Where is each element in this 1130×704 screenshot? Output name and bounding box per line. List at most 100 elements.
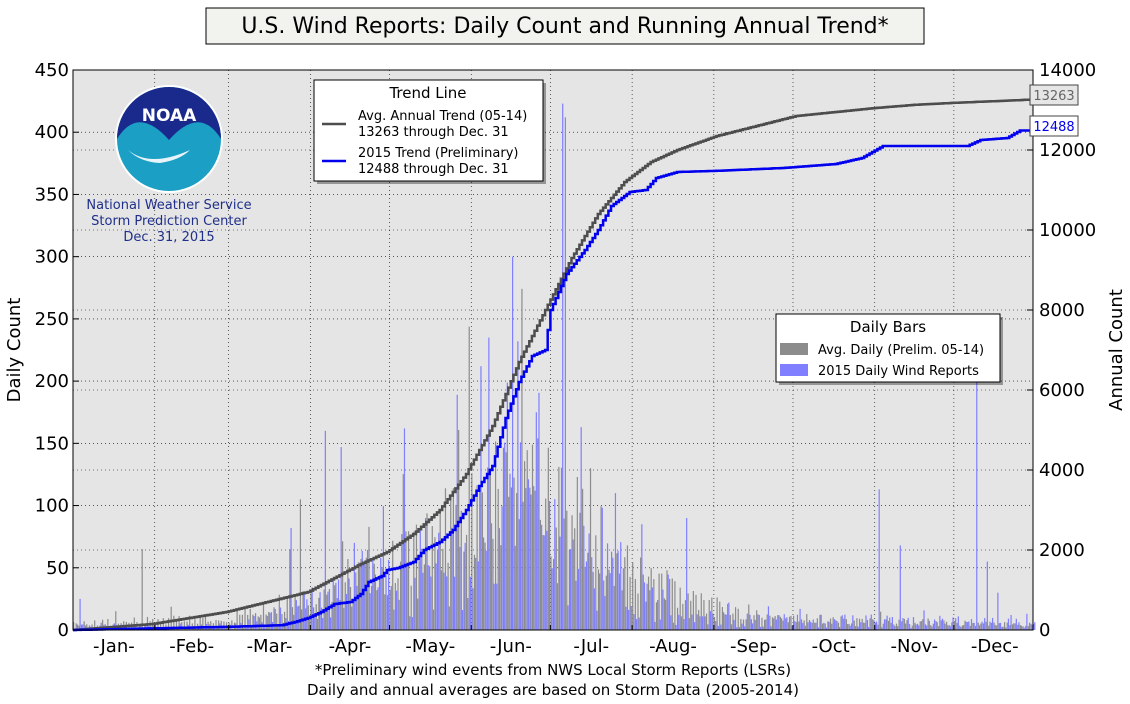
daily-bar — [518, 519, 520, 630]
daily-bar — [476, 485, 478, 630]
plot-frame — [72, 69, 1034, 631]
daily-bar — [932, 623, 934, 630]
daily-bar — [655, 602, 658, 630]
daily-bar — [642, 574, 644, 630]
x-tick-label: -Aug- — [649, 636, 697, 657]
daily-bar — [998, 623, 1000, 630]
daily-bar — [783, 614, 785, 630]
daily-bar — [762, 626, 764, 630]
daily-bar — [568, 550, 571, 630]
daily-bar — [250, 626, 253, 630]
daily-bar — [725, 614, 727, 630]
daily-bar — [683, 618, 685, 630]
daily-bar — [761, 617, 763, 630]
daily-bar — [1026, 613, 1028, 630]
daily-bar — [928, 620, 930, 630]
daily-bar — [461, 610, 464, 630]
daily-bar — [775, 619, 777, 630]
daily-bar — [509, 473, 511, 630]
daily-bar — [773, 618, 775, 630]
daily-bar — [517, 341, 519, 630]
daily-bar — [996, 625, 998, 630]
daily-bar — [447, 562, 449, 630]
daily-bar — [711, 597, 713, 630]
daily-bar — [734, 607, 737, 630]
daily-bar — [911, 625, 913, 630]
daily-bar — [621, 590, 623, 630]
daily-bar — [327, 591, 329, 630]
daily-bar — [890, 622, 892, 630]
daily-bar — [563, 518, 565, 630]
daily-bar — [984, 618, 986, 630]
daily-bar — [551, 568, 553, 630]
daily-bar — [398, 599, 400, 630]
daily-bar — [178, 616, 180, 630]
daily-bar — [787, 622, 789, 630]
daily-bar — [894, 626, 896, 630]
daily-bar — [512, 256, 514, 630]
daily-bar — [618, 573, 621, 630]
daily-bar — [654, 621, 656, 630]
daily-bar — [831, 623, 833, 630]
daily-bar — [526, 450, 528, 630]
daily-bar — [632, 562, 634, 630]
daily-bar — [967, 622, 969, 630]
daily-bar — [719, 601, 721, 630]
daily-bar — [403, 428, 406, 630]
daily-bar — [487, 467, 489, 630]
daily-bar — [562, 103, 564, 631]
daily-bar — [94, 620, 96, 630]
daily-bar — [289, 549, 291, 630]
daily-bar — [364, 561, 366, 630]
daily-bar — [882, 623, 884, 630]
daily-bar — [661, 573, 663, 630]
daily-bar — [533, 486, 535, 630]
daily-bar — [91, 624, 93, 630]
x-tick-label: -Oct- — [812, 636, 857, 657]
daily-bar — [765, 619, 767, 630]
daily-bar — [593, 588, 595, 630]
daily-bar — [368, 526, 370, 630]
chart-title: U.S. Wind Reports: Daily Count and Runni… — [241, 14, 888, 39]
daily-bar — [874, 622, 876, 630]
daily-bar — [754, 619, 756, 630]
daily-bar — [554, 499, 556, 630]
daily-bar — [708, 600, 710, 630]
daily-bar — [521, 288, 523, 630]
daily-bar — [215, 620, 217, 630]
daily-bar — [577, 568, 580, 630]
daily-bar — [899, 545, 901, 630]
daily-bar — [410, 585, 412, 630]
y-tick-label-left: 100 — [35, 496, 69, 517]
daily-bar — [356, 585, 358, 630]
x-tick-label: -Mar- — [247, 636, 293, 657]
daily-bar — [898, 619, 900, 630]
daily-bar — [815, 622, 817, 630]
daily-bar — [427, 565, 429, 630]
daily-bar — [400, 561, 402, 630]
daily-bar — [669, 578, 671, 630]
daily-bar — [736, 627, 738, 630]
daily-bar — [513, 477, 515, 630]
noaa-logo-text: NOAA — [142, 106, 197, 126]
daily-bar — [393, 609, 395, 630]
avg-daily-bars — [73, 288, 1035, 630]
daily-bar — [873, 620, 875, 630]
daily-bar — [315, 604, 317, 630]
y-tick-label-left: 250 — [35, 309, 69, 330]
daily-bar — [701, 616, 704, 630]
daily-bar — [207, 621, 209, 630]
daily-bar — [481, 492, 483, 630]
daily-bar — [405, 531, 407, 630]
daily-bar — [603, 580, 605, 630]
daily-bar — [294, 597, 296, 630]
daily-bar — [195, 628, 197, 630]
daily-bar — [264, 625, 266, 630]
trend-2015-line — [73, 129, 1033, 632]
daily-bar — [910, 628, 912, 630]
daily-bar — [306, 599, 308, 630]
daily-bar — [794, 620, 796, 630]
daily-bar — [331, 602, 333, 630]
daily-bar — [247, 614, 249, 630]
daily-bar — [955, 618, 957, 630]
